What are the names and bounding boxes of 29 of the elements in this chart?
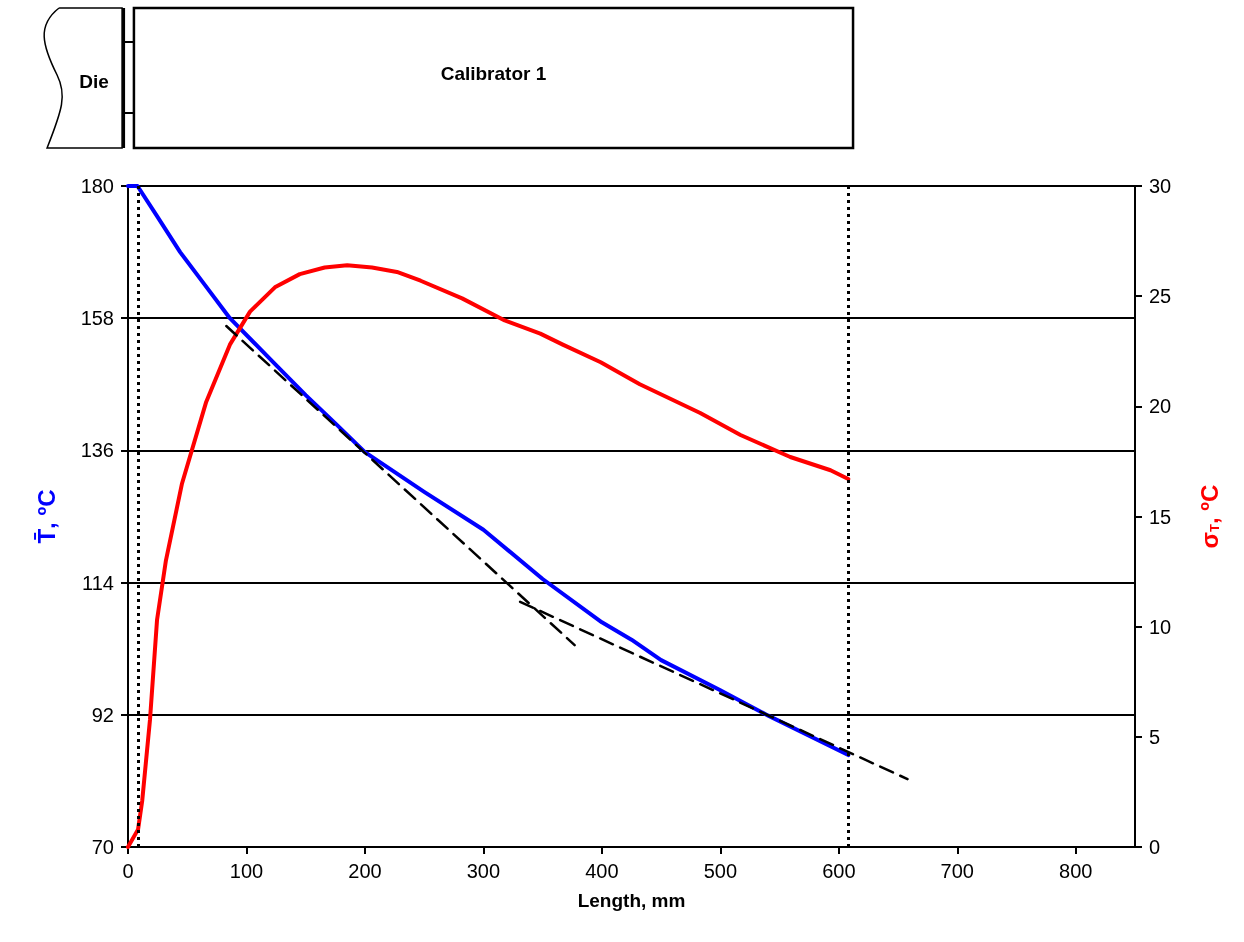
y-tick-label: 158 xyxy=(80,307,114,330)
y-tick-label: 114 xyxy=(82,571,114,594)
y-tick-label: 92 xyxy=(91,703,114,726)
line-series xyxy=(126,184,851,758)
y2-tick-label: 0 xyxy=(1149,836,1161,858)
x-axis-title: Length, mm xyxy=(577,890,686,911)
y-tick-label: 136 xyxy=(80,439,114,462)
text: Die xyxy=(79,71,109,92)
x-tick-label: 200 xyxy=(348,860,382,882)
y2-tick-label: 20 xyxy=(1149,395,1172,418)
y2-tick-label: 25 xyxy=(1149,285,1172,308)
y2-tick-label: 30 xyxy=(1149,175,1172,197)
text: Calibrator 1 xyxy=(440,63,547,84)
y2-tick-label: 10 xyxy=(1149,615,1172,638)
y-axis-title: T̄, ºC xyxy=(32,489,60,544)
x-tick-label: 500 xyxy=(703,860,738,882)
y-tick-label: 70 xyxy=(91,836,114,858)
x-tick-label: 800 xyxy=(1059,860,1093,882)
y2-tick-label: 5 xyxy=(1149,725,1161,748)
x-tick-label: 600 xyxy=(822,860,856,882)
y-tick-label: 180 xyxy=(80,175,114,197)
x-tick-label: 700 xyxy=(940,860,974,882)
y2-tick-label: 15 xyxy=(1149,505,1172,528)
x-tick-label: 400 xyxy=(585,860,619,882)
x-tick-label: 100 xyxy=(229,860,264,882)
y2-axis-title: σT, ºC xyxy=(1195,484,1223,549)
x-tick-label: 0 xyxy=(122,860,134,882)
x-tick-label: 300 xyxy=(466,860,501,882)
line-series xyxy=(126,263,851,849)
